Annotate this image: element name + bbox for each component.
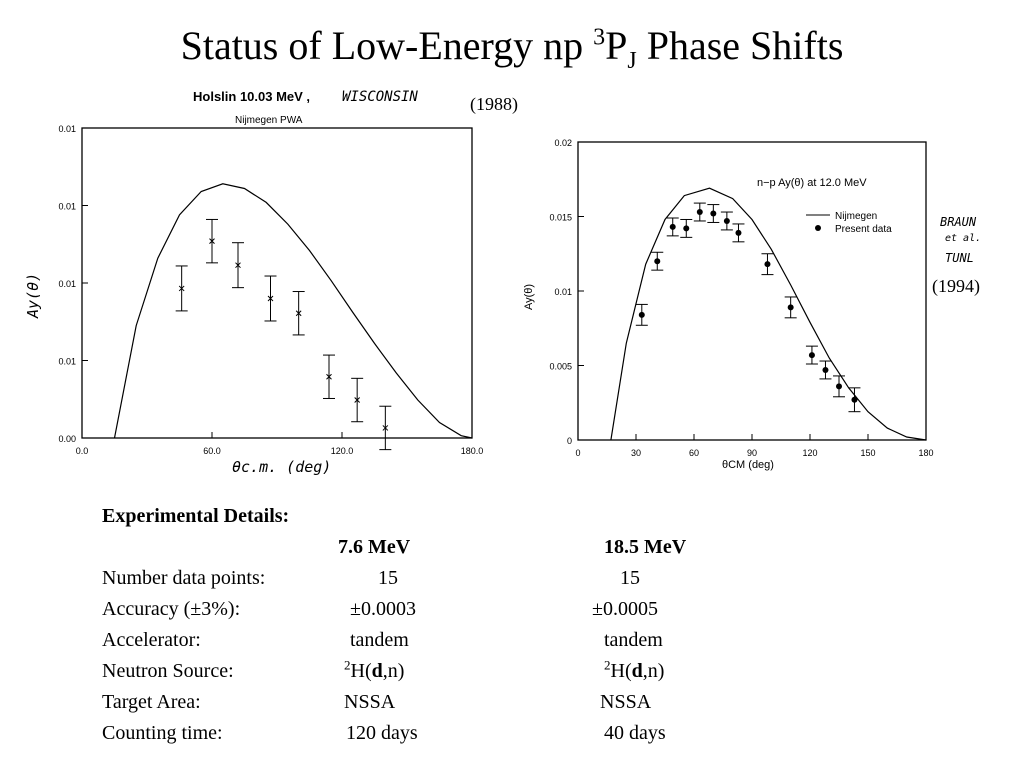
row-value-1: NSSA <box>344 691 396 713</box>
right-data-point <box>808 352 815 359</box>
row-value-2: tandem <box>604 629 663 651</box>
left-data-point <box>235 262 241 269</box>
right-data-point <box>683 225 690 232</box>
left-year: (1988) <box>470 94 518 115</box>
left-data-point <box>267 295 274 302</box>
row-value-1: 2H(d,n) <box>344 657 405 682</box>
left-ylabel: Ay(θ) <box>24 273 42 319</box>
left-header: Holslin 10.03 MeV , <box>193 89 310 104</box>
legend-line-label: Nijmegen <box>835 211 877 222</box>
right-xlabel: θCM (deg) <box>722 459 774 471</box>
row-label: Counting time: <box>102 722 223 744</box>
row-value-1: tandem <box>350 629 409 651</box>
right-xtick-label: 0 <box>575 448 580 458</box>
slide-title: Status of Low-Energy np 3PJ Phase Shifts <box>180 23 844 74</box>
left-xtick-label: 0.0 <box>76 446 89 456</box>
row-label: Accuracy (±3%): <box>102 598 241 620</box>
left-header-handwritten: WISCONSIN <box>342 89 418 105</box>
left-xtick-label: 60.0 <box>203 446 221 456</box>
right-data-point <box>735 229 742 236</box>
right-series-group <box>610 187 927 441</box>
left-xlabel: θc.m. (deg) <box>232 458 331 476</box>
left-ytick-label: 0.01 <box>58 124 76 134</box>
left-subheader: Nijmegen PWA <box>235 115 303 126</box>
row-label: Accelerator: <box>102 629 201 651</box>
left-xtick-label: 120.0 <box>331 446 354 456</box>
row-label: Neutron Source: <box>102 660 234 682</box>
right-ytick-label: 0.01 <box>554 287 572 297</box>
left-ytick-label: 0.01 <box>58 202 76 212</box>
right-ytick-label: 0 <box>567 436 572 446</box>
row-value-1: 15 <box>378 567 398 589</box>
side-note-line3: TUNL <box>945 251 974 265</box>
right-data-point <box>836 383 842 390</box>
side-note-line2: et al. <box>945 233 981 244</box>
left-data-point <box>209 238 215 245</box>
right-xtick-label: 120 <box>802 448 817 458</box>
left-data-point <box>295 310 302 317</box>
details-heading: Experimental Details: <box>102 505 290 527</box>
row-value-1: 120 days <box>346 722 418 744</box>
right-data-point <box>764 261 771 268</box>
left-data-point <box>178 285 185 292</box>
row-value-2: 15 <box>620 567 640 589</box>
right-year: (1994) <box>932 276 980 297</box>
left-plot-frame <box>81 127 473 439</box>
right-title: n−p Ay(θ) at 12.0 MeV <box>757 177 867 189</box>
col1-header: 7.6 MeV <box>338 536 411 558</box>
left-fit-curve <box>113 183 473 439</box>
left-data-point <box>382 425 389 431</box>
row-label: Target Area: <box>102 691 201 713</box>
col2-header: 18.5 MeV <box>604 536 687 558</box>
left-axis-ticks: 0.0 60.0 120.0 180.0 0.00 0.01 0.01 0.01 0.01 <box>58 124 483 456</box>
left-series-group <box>113 183 473 451</box>
right-data-point <box>851 396 858 403</box>
right-data-point <box>696 209 703 216</box>
right-xtick-label: 150 <box>860 448 875 458</box>
right-fit-curve <box>610 187 927 441</box>
left-ytick-label: 0.01 <box>58 279 76 289</box>
left-xtick-label: 180.0 <box>461 446 484 456</box>
left-ytick-label: 0.00 <box>58 434 76 444</box>
left-data-point <box>326 373 332 380</box>
right-ylabel: Ay(θ) <box>523 284 535 310</box>
row-value-1: ±0.0003 <box>350 598 416 620</box>
row-value-2: ±0.0005 <box>592 598 658 620</box>
right-data-point <box>787 304 794 311</box>
row-label: Number data points: <box>102 567 266 589</box>
right-data-point <box>822 366 829 373</box>
row-value-2: 40 days <box>604 722 666 744</box>
right-data-point <box>723 217 730 224</box>
right-ytick-label: 0.02 <box>554 138 572 148</box>
side-note-line1: BRAUN <box>940 215 977 229</box>
right-plot-frame <box>577 141 927 441</box>
right-ytick-label: 0.005 <box>549 362 572 372</box>
legend-point-label: Present data <box>835 224 892 235</box>
right-data-point <box>710 210 717 217</box>
row-value-2: 2H(d,n) <box>604 657 665 682</box>
left-data-point <box>354 397 361 403</box>
right-xtick-label: 30 <box>631 448 641 458</box>
legend-point-swatch <box>815 225 821 231</box>
right-ytick-label: 0.015 <box>549 213 572 223</box>
right-data-point <box>669 223 676 230</box>
right-xtick-label: 180 <box>918 448 933 458</box>
right-data-point <box>638 311 645 318</box>
right-axis-ticks: 0 30 60 90 120 150 180 0 0.005 0.01 0.015 0.02 <box>549 138 933 458</box>
right-xtick-label: 90 <box>747 448 757 458</box>
right-xtick-label: 60 <box>689 448 699 458</box>
left-ytick-label: 0.01 <box>58 357 76 367</box>
right-data-point <box>654 258 661 265</box>
row-value-2: NSSA <box>600 691 652 713</box>
